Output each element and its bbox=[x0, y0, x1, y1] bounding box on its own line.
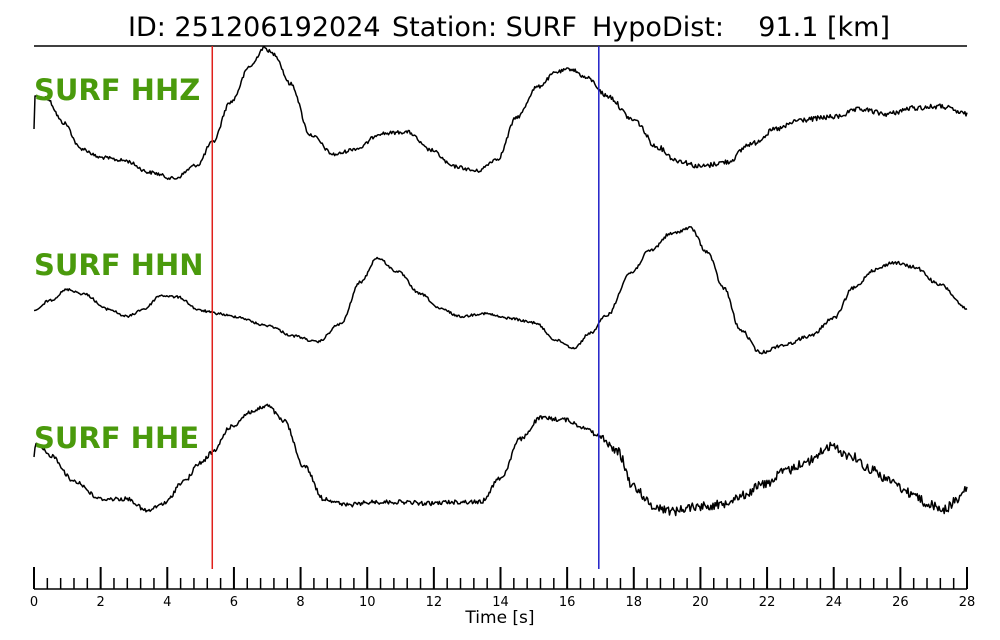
pick-lines bbox=[211, 46, 600, 569]
x-tick-label: 10 bbox=[359, 595, 376, 610]
x-tick-label: 8 bbox=[296, 595, 304, 610]
trace-surf-hhe bbox=[33, 403, 968, 517]
x-tick-label: 2 bbox=[97, 595, 105, 610]
x-tick-label: 6 bbox=[230, 595, 238, 610]
trace-surf-hhn bbox=[33, 226, 968, 355]
channel-label: SURF HHZ bbox=[34, 73, 200, 107]
x-tick-label: 18 bbox=[626, 595, 643, 610]
time-tick-labels: 0 2 4 6 8 10 12 14 16 18 20 22 24 26 28 bbox=[30, 595, 975, 610]
x-tick-label: 0 bbox=[30, 595, 38, 610]
channel-label: SURF HHE bbox=[34, 421, 199, 455]
hypodist-title: HypoDist: 91.1 [km] bbox=[592, 12, 890, 43]
x-tick-label: 22 bbox=[759, 595, 776, 610]
trace-surf-hhz bbox=[33, 45, 968, 181]
x-tick-label: 14 bbox=[492, 595, 509, 610]
channel-label: SURF HHN bbox=[34, 248, 203, 282]
time-axis: 0 2 4 6 8 10 12 14 16 18 20 22 24 26 28 Time [s] bbox=[30, 567, 975, 628]
x-tick-label: 16 bbox=[559, 595, 576, 610]
x-tick-label: 28 bbox=[959, 595, 976, 610]
x-axis-label: Time [s] bbox=[464, 608, 534, 628]
trace-group bbox=[33, 45, 968, 517]
x-tick-label: 12 bbox=[426, 595, 443, 610]
x-tick-label: 20 bbox=[692, 595, 709, 610]
station-title: Station: SURF bbox=[392, 12, 577, 43]
x-tick-label: 26 bbox=[892, 595, 909, 610]
time-ticks bbox=[33, 567, 968, 589]
event-id-title: ID: 251206192024 bbox=[128, 12, 381, 43]
channel-labels: SURF HHZ SURF HHN SURF HHE bbox=[34, 73, 203, 455]
x-tick-label: 24 bbox=[825, 595, 842, 610]
x-tick-label: 4 bbox=[163, 595, 171, 610]
